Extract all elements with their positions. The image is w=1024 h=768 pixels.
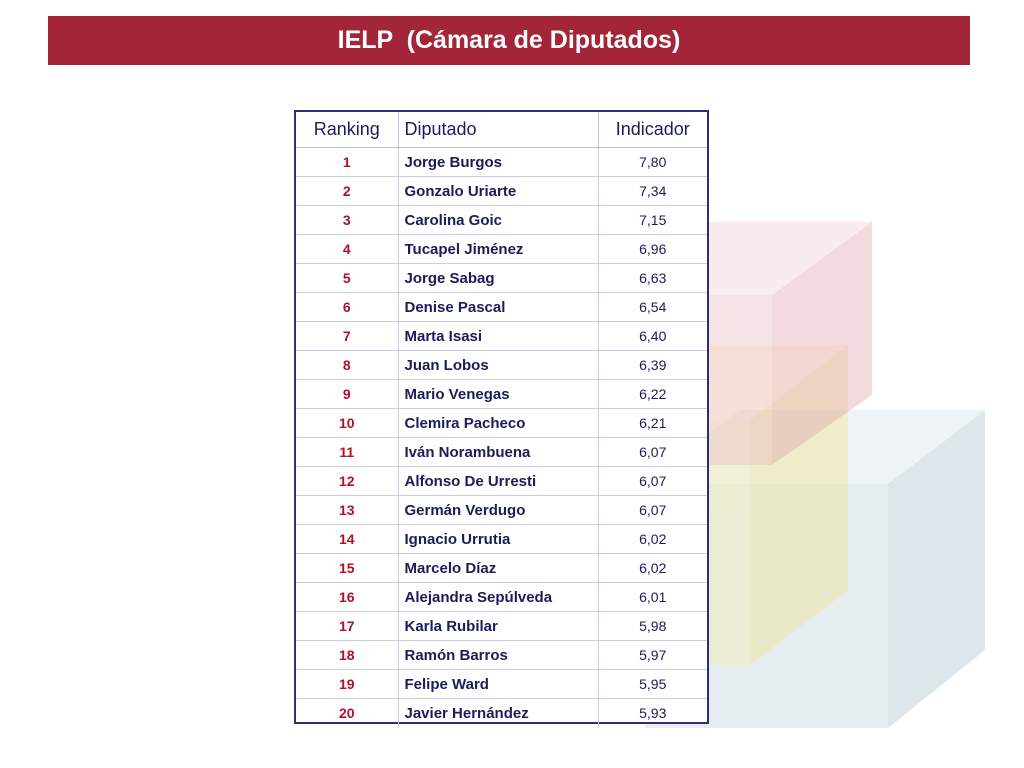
rank-cell: 4 <box>296 234 399 264</box>
table-row: 18 Ramón Barros 5,97 <box>296 640 707 670</box>
indicador-value-cell: 6,02 <box>598 553 707 583</box>
column-header-ranking: Ranking <box>296 112 399 148</box>
indicador-value-cell: 6,63 <box>598 263 707 293</box>
rank-cell: 15 <box>296 553 399 583</box>
indicador-value-cell: 6,54 <box>598 292 707 322</box>
diputado-name-cell: Alfonso De Urresti <box>398 466 599 496</box>
indicador-value-cell: 6,22 <box>598 379 707 409</box>
table-row: 1 Jorge Burgos 7,80 <box>296 147 707 177</box>
indicador-value-cell: 7,80 <box>598 147 707 177</box>
indicador-value-cell: 6,40 <box>598 321 707 351</box>
table-row: 10 Clemira Pacheco 6,21 <box>296 408 707 438</box>
rank-cell: 9 <box>296 379 399 409</box>
indicador-value-cell: 5,98 <box>598 611 707 641</box>
indicador-value-cell: 5,97 <box>598 640 707 670</box>
rank-cell: 20 <box>296 698 399 727</box>
table-row: 17 Karla Rubilar 5,98 <box>296 611 707 641</box>
rank-cell: 1 <box>296 147 399 177</box>
diputado-name-cell: Jorge Sabag <box>398 263 599 293</box>
diputado-name-cell: Juan Lobos <box>398 350 599 380</box>
table-row: 4 Tucapel Jiménez 6,96 <box>296 234 707 264</box>
table-row: 6 Denise Pascal 6,54 <box>296 292 707 322</box>
indicador-value-cell: 5,95 <box>598 669 707 699</box>
rank-cell: 8 <box>296 350 399 380</box>
rank-cell: 2 <box>296 176 399 206</box>
table-row: 7 Marta Isasi 6,40 <box>296 321 707 351</box>
diputado-name-cell: Alejandra Sepúlveda <box>398 582 599 612</box>
column-header-diputado: Diputado <box>398 112 599 148</box>
indicador-value-cell: 6,07 <box>598 495 707 525</box>
page-title: IELP (Cámara de Diputados) <box>337 26 681 54</box>
ranking-table-container: Ranking Diputado Indicador 1 Jorge Burgos… <box>294 110 709 727</box>
indicador-value-cell: 7,15 <box>598 205 707 235</box>
diputado-name-cell: Karla Rubilar <box>398 611 599 641</box>
ranking-table: Ranking Diputado Indicador 1 Jorge Burgos… <box>296 112 707 727</box>
table-header-row: Ranking Diputado Indicador <box>296 112 707 148</box>
title-bar: IELP (Cámara de Diputados) <box>48 16 970 65</box>
indicador-value-cell: 6,39 <box>598 350 707 380</box>
rank-cell: 6 <box>296 292 399 322</box>
table-row: 9 Mario Venegas 6,22 <box>296 379 707 409</box>
table-row: 2 Gonzalo Uriarte 7,34 <box>296 176 707 206</box>
diputado-name-cell: Ramón Barros <box>398 640 599 670</box>
indicador-value-cell: 6,21 <box>598 408 707 438</box>
diputado-name-cell: Gonzalo Uriarte <box>398 176 599 206</box>
diputado-name-cell: Clemira Pacheco <box>398 408 599 438</box>
table-row: 11 Iván Norambuena 6,07 <box>296 437 707 467</box>
rank-cell: 17 <box>296 611 399 641</box>
rank-cell: 11 <box>296 437 399 467</box>
table-row: 5 Jorge Sabag 6,63 <box>296 263 707 293</box>
rank-cell: 19 <box>296 669 399 699</box>
indicador-value-cell: 6,02 <box>598 524 707 554</box>
table-row: 13 Germán Verdugo 6,07 <box>296 495 707 525</box>
rank-cell: 7 <box>296 321 399 351</box>
column-header-indicador: Indicador <box>598 112 707 148</box>
table-row: 19 Felipe Ward 5,95 <box>296 669 707 699</box>
indicador-value-cell: 6,07 <box>598 466 707 496</box>
rank-cell: 14 <box>296 524 399 554</box>
table-row: 3 Carolina Goic 7,15 <box>296 205 707 235</box>
diputado-name-cell: Denise Pascal <box>398 292 599 322</box>
table-body: 1 Jorge Burgos 7,80 2 Gonzalo Uriarte 7,34 3 Ca… <box>296 147 707 727</box>
indicador-value-cell: 6,01 <box>598 582 707 612</box>
rank-cell: 5 <box>296 263 399 293</box>
diputado-name-cell: Mario Venegas <box>398 379 599 409</box>
diputado-name-cell: Marta Isasi <box>398 321 599 351</box>
diputado-name-cell: Jorge Burgos <box>398 147 599 177</box>
diputado-name-cell: Felipe Ward <box>398 669 599 699</box>
diputado-name-cell: Tucapel Jiménez <box>398 234 599 264</box>
diputado-name-cell: Javier Hernández <box>398 698 599 727</box>
table-row: 20 Javier Hernández 5,93 <box>296 698 707 727</box>
diputado-name-cell: Carolina Goic <box>398 205 599 235</box>
diputado-name-cell: Iván Norambuena <box>398 437 599 467</box>
rank-cell: 3 <box>296 205 399 235</box>
rank-cell: 13 <box>296 495 399 525</box>
table-row: 12 Alfonso De Urresti 6,07 <box>296 466 707 496</box>
rank-cell: 12 <box>296 466 399 496</box>
diputado-name-cell: Marcelo Díaz <box>398 553 599 583</box>
rank-cell: 10 <box>296 408 399 438</box>
rank-cell: 18 <box>296 640 399 670</box>
indicador-value-cell: 7,34 <box>598 176 707 206</box>
table-row: 15 Marcelo Díaz 6,02 <box>296 553 707 583</box>
indicador-value-cell: 6,07 <box>598 437 707 467</box>
diputado-name-cell: Germán Verdugo <box>398 495 599 525</box>
diputado-name-cell: Ignacio Urrutia <box>398 524 599 554</box>
indicador-value-cell: 6,96 <box>598 234 707 264</box>
rank-cell: 16 <box>296 582 399 612</box>
table-row: 16 Alejandra Sepúlveda 6,01 <box>296 582 707 612</box>
table-row: 14 Ignacio Urrutia 6,02 <box>296 524 707 554</box>
table-row: 8 Juan Lobos 6,39 <box>296 350 707 380</box>
indicador-value-cell: 5,93 <box>639 705 667 721</box>
